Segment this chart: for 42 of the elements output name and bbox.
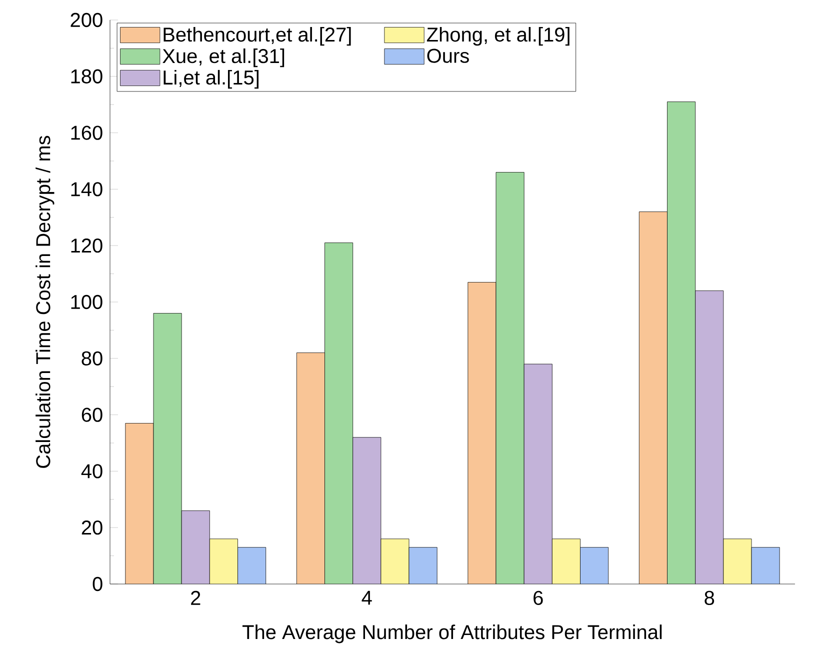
y-tick-label: 160 (71, 126, 102, 140)
y-tick-label: 120 (71, 238, 102, 253)
legend-label: Zhong, et al.[19] (426, 26, 570, 46)
y-tick-label: 80 (82, 351, 102, 366)
bar (296, 352, 325, 584)
bar (751, 547, 780, 584)
y-tick-label: 200 (70, 12, 102, 28)
bar (468, 282, 496, 584)
bar (580, 547, 608, 584)
y-tick-label: 20 (82, 520, 102, 535)
x-tick-label: 2 (191, 590, 200, 605)
bar (352, 437, 381, 584)
bar (496, 172, 524, 584)
y-tick-label: 40 (81, 464, 102, 478)
y-tick-label: 140 (71, 182, 102, 196)
y-tick-label: 180 (71, 69, 102, 84)
legend-label: Ours (427, 48, 469, 63)
bar (210, 538, 238, 584)
legend-label: Xue, et al.[31] (162, 48, 284, 68)
x-tick-label: 8 (704, 590, 714, 606)
bar (667, 102, 696, 584)
bar (524, 364, 552, 584)
x-tick-label: 6 (534, 590, 543, 606)
bar (125, 423, 154, 584)
y-tick-label: 0 (92, 576, 102, 592)
bar (182, 510, 210, 584)
y-axis-title: Calculation Time Cost in Decrypt / ms (36, 136, 54, 468)
bar (380, 538, 410, 584)
legend-label: Li,et al.[15] (164, 70, 258, 89)
bar (695, 290, 724, 584)
x-axis-title: The Average Number of Attributes Per Terminal (242, 624, 662, 644)
bar (153, 313, 182, 584)
y-tick-label: 100 (71, 294, 102, 310)
bar (238, 547, 266, 584)
bar (552, 538, 580, 584)
legend-label: Bethencourt,et al.[27] (164, 26, 351, 46)
bar (409, 547, 438, 584)
bar (324, 242, 353, 584)
y-tick-label: 60 (82, 408, 102, 422)
x-tick-label: 4 (362, 590, 372, 605)
bar (723, 538, 752, 584)
bar (638, 212, 668, 584)
